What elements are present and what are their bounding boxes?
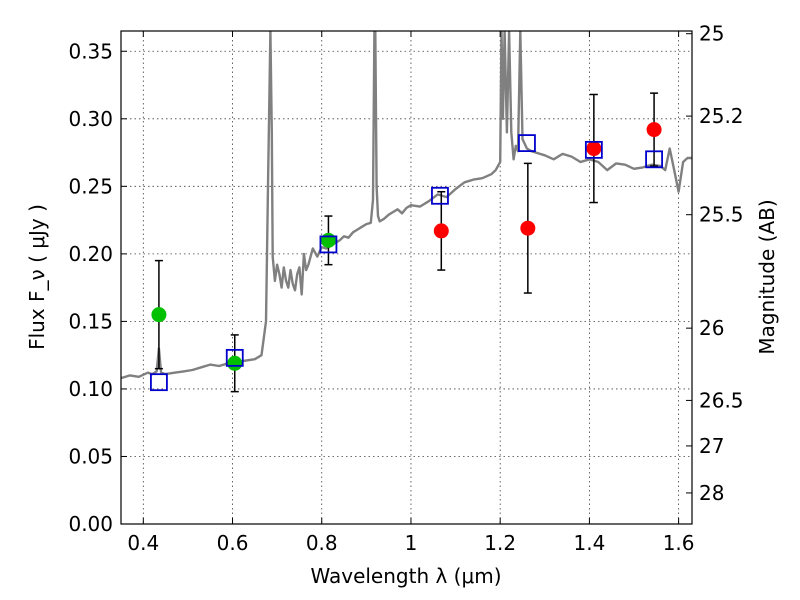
x-tick-label: 0.4 [127,531,159,555]
red-point [646,122,662,138]
model-square [518,134,536,153]
data-points [151,122,662,371]
red-point [586,141,602,157]
model-square [645,150,663,169]
grid [121,31,692,525]
model-square [225,348,244,367]
plot-background [121,31,692,524]
y-tick-label: 0.35 [68,39,113,63]
y-tick-label: 0.30 [68,107,113,131]
model-squares [150,134,663,392]
x-tick-label: 1.6 [663,531,695,555]
right-tick-label: 26.5 [699,388,744,412]
x-tick-label: 0.8 [306,531,338,555]
red-point [433,223,449,239]
y-tick-label: 0.05 [68,444,113,468]
green-point [227,355,243,371]
green-point [151,307,167,323]
y-tick-label: 0.15 [68,309,113,333]
model-square [150,373,168,392]
y-tick-label: 0.25 [68,174,113,198]
x-tick-label: 1.4 [573,531,605,555]
model-square [584,140,603,159]
x-tick-label: 1 [405,531,418,555]
model-square [319,235,338,254]
spectrum-line [121,31,692,380]
plot-frame [120,30,693,525]
y-tick-label: 0.00 [68,512,113,536]
y-axis-title: Flux F_ν ( μJy ) [25,204,49,350]
right-tick-label: 26 [699,316,724,340]
ticks [121,31,692,525]
x-tick-label: 1.2 [484,531,516,555]
right-tick-label: 27 [699,434,724,458]
red-point [520,220,536,236]
right-tick-label: 25 [699,22,724,46]
right-tick-label: 25.5 [699,203,744,227]
y-tick-label: 0.10 [68,377,113,401]
right-axis-title: Magnitude (AB) [755,199,779,354]
right-tick-label: 25.2 [699,104,744,128]
spectrum-series [121,31,692,380]
tick-labels: 0.4 0.6 0.8 1 1.2 1.4 1.6 0.00 0.05 0.10 0.15 0.20 0… [68,22,743,555]
x-tick-label: 0.6 [217,531,249,555]
right-tick-label: 28 [699,481,724,505]
green-point [320,232,336,248]
model-square [431,186,449,205]
x-axis-title: Wavelength λ (μm) [310,564,501,588]
y-tick-label: 0.20 [68,242,113,266]
